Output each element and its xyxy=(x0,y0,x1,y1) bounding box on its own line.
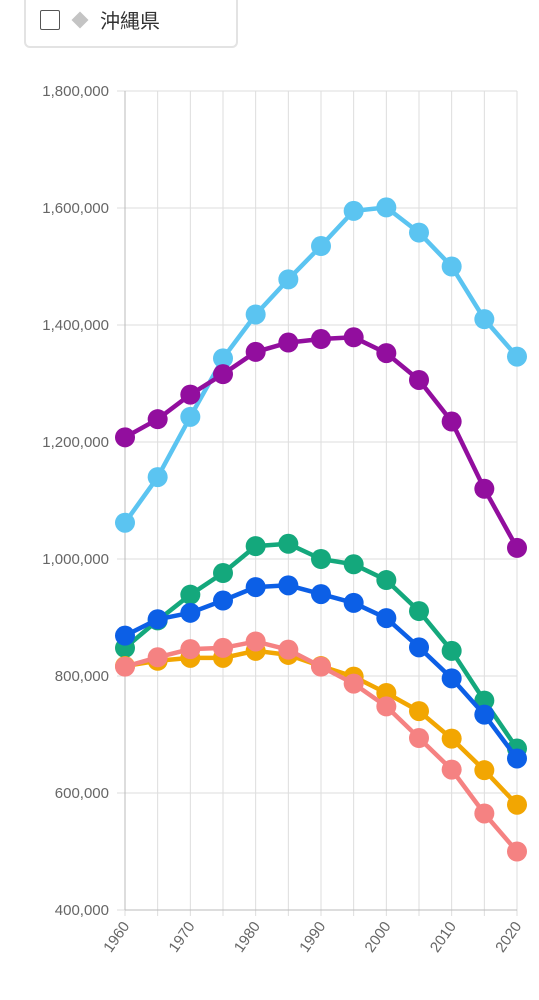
data-point xyxy=(278,533,299,554)
data-point xyxy=(180,406,201,427)
x-tick-label: 1970 xyxy=(166,919,199,956)
x-tick-label: 2020 xyxy=(492,919,525,956)
data-point xyxy=(180,639,201,660)
data-point xyxy=(278,269,299,290)
legend-label: 沖縄県 xyxy=(100,9,160,33)
data-point xyxy=(213,364,233,385)
y-tick-label: 800,000 xyxy=(55,668,109,685)
data-point xyxy=(213,563,233,584)
y-tick-label: 1,600,000 xyxy=(42,200,109,217)
data-point xyxy=(311,329,331,350)
x-tick-label: 2000 xyxy=(362,919,395,956)
data-point xyxy=(311,236,331,257)
series-5 xyxy=(115,631,527,862)
data-point xyxy=(147,647,168,668)
data-point xyxy=(409,728,429,749)
data-point xyxy=(409,222,429,243)
data-point xyxy=(115,427,135,448)
data-point xyxy=(115,625,135,646)
data-point xyxy=(409,701,429,722)
x-tick-label: 2010 xyxy=(427,919,460,956)
x-tick-label: 1960 xyxy=(100,919,133,956)
data-point xyxy=(180,384,201,405)
data-point xyxy=(343,673,364,694)
data-point xyxy=(441,668,462,689)
data-point xyxy=(409,637,429,658)
data-point xyxy=(278,639,299,660)
data-point xyxy=(343,200,364,221)
data-point xyxy=(311,584,331,605)
data-point xyxy=(343,327,364,348)
data-point xyxy=(213,637,233,658)
data-point xyxy=(474,760,495,781)
chart-series xyxy=(115,197,527,862)
data-point xyxy=(311,549,331,569)
data-point xyxy=(147,609,168,630)
series-0 xyxy=(115,197,527,533)
data-point xyxy=(474,690,495,711)
data-point xyxy=(474,803,495,824)
data-point xyxy=(245,304,266,325)
data-point xyxy=(343,592,364,613)
data-point xyxy=(245,536,266,557)
data-point xyxy=(213,348,233,369)
chart-axes xyxy=(124,91,517,911)
data-point xyxy=(474,704,495,725)
data-point xyxy=(376,570,397,591)
data-point xyxy=(409,369,429,390)
x-tick-label: 1980 xyxy=(231,919,264,956)
chart-tick-labels: 400,000 600,000 800,000 1,000,000 1,200,000 1… xyxy=(42,83,525,956)
y-tick-label: 600,000 xyxy=(55,785,109,802)
data-point xyxy=(441,759,462,780)
data-point xyxy=(441,640,462,661)
data-point xyxy=(409,601,429,622)
y-tick-label: 1,000,000 xyxy=(42,551,109,568)
data-point xyxy=(245,341,266,362)
data-point xyxy=(278,575,299,596)
data-point xyxy=(507,841,527,862)
legend-item-okinawa[interactable]: 沖縄県 xyxy=(40,5,160,34)
data-point xyxy=(507,794,527,815)
data-point xyxy=(507,537,527,558)
x-tick-label: 1990 xyxy=(296,919,329,956)
data-point xyxy=(507,748,527,769)
y-tick-label: 1,200,000 xyxy=(42,434,109,451)
data-point xyxy=(376,696,397,717)
data-point xyxy=(147,409,168,430)
chart-grid xyxy=(117,90,518,916)
data-point xyxy=(474,478,495,499)
data-point xyxy=(441,411,462,432)
data-point xyxy=(343,554,364,575)
data-point xyxy=(474,309,495,330)
data-point xyxy=(180,602,201,623)
y-tick-label: 1,800,000 xyxy=(42,83,109,100)
series-3 xyxy=(115,575,527,769)
data-point xyxy=(245,631,266,652)
data-point xyxy=(376,608,397,629)
data-point xyxy=(115,656,135,677)
data-point xyxy=(376,343,397,364)
y-tick-label: 1,400,000 xyxy=(42,317,109,334)
legend-panel: 沖縄県 xyxy=(24,0,238,48)
data-point xyxy=(441,256,462,277)
data-point xyxy=(147,467,168,488)
data-point xyxy=(245,577,266,598)
y-tick-label: 400,000 xyxy=(55,902,109,919)
data-point xyxy=(213,590,233,611)
data-point xyxy=(441,728,462,749)
data-point xyxy=(311,656,331,677)
data-point xyxy=(376,197,397,218)
data-point xyxy=(278,332,299,353)
series-1 xyxy=(115,327,527,558)
data-point xyxy=(507,346,527,367)
legend-checkbox[interactable] xyxy=(40,9,60,30)
data-point xyxy=(180,584,201,605)
data-point xyxy=(115,512,135,533)
